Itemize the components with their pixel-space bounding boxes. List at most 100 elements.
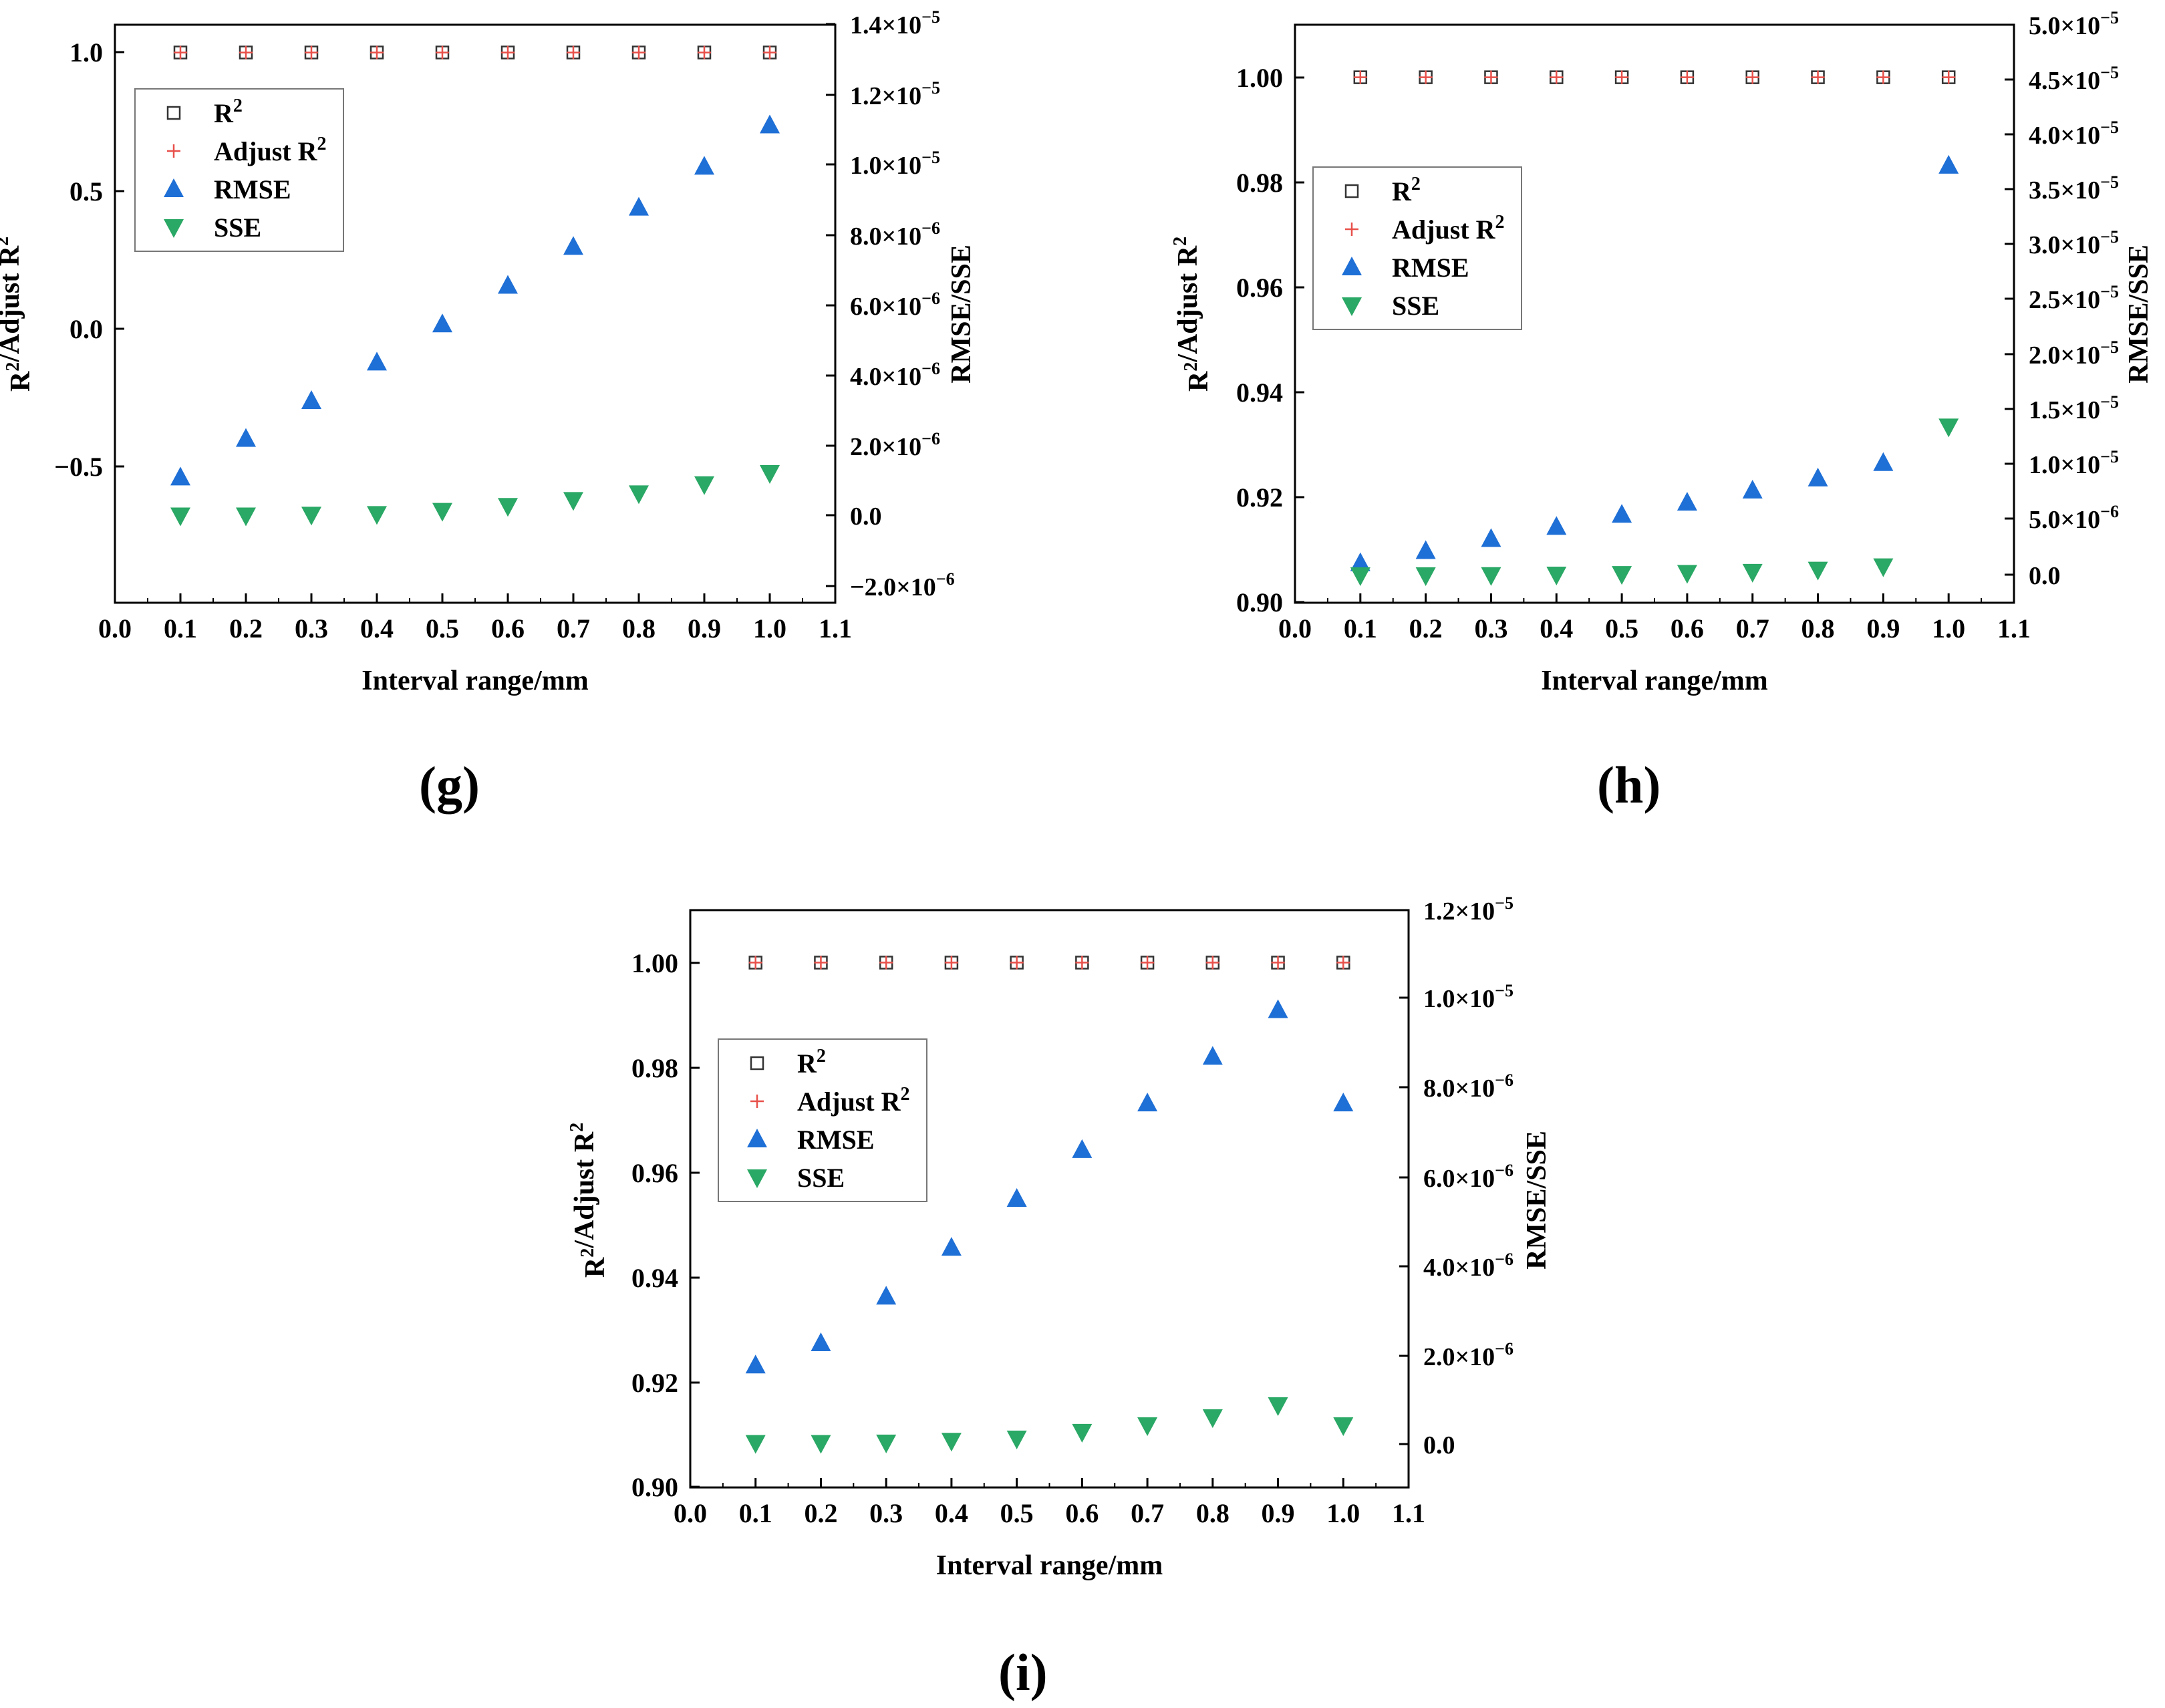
x-tick-label: 0.1 bbox=[164, 613, 197, 644]
y-right-tick-label: 4.0×10−6 bbox=[850, 359, 940, 391]
y-right-tick-label: 1.0×10−5 bbox=[1423, 981, 1513, 1013]
legend-label: Adjust R2 bbox=[797, 1084, 909, 1117]
point-rmse bbox=[1415, 540, 1436, 559]
point-adjust-r2 bbox=[305, 45, 318, 59]
legend-marker-r2 bbox=[166, 106, 181, 120]
legend-label: RMSE bbox=[1392, 253, 1469, 283]
legend-marker-r2 bbox=[750, 1056, 764, 1071]
y-left-tick-label: 0.98 bbox=[1236, 168, 1283, 198]
y-right-tick-label: 3.5×10−5 bbox=[2029, 172, 2119, 204]
legend-marker-adjust-r2 bbox=[167, 144, 180, 158]
x-tick-label: 0.9 bbox=[688, 613, 721, 644]
point-rmse bbox=[432, 313, 452, 333]
x-tick-label: 0.3 bbox=[869, 1498, 903, 1528]
point-adjust-r2 bbox=[879, 956, 893, 970]
point-sse bbox=[1268, 1397, 1288, 1417]
y-right-tick-label: 2.0×10−5 bbox=[2029, 337, 2119, 370]
x-tick-label: 0.6 bbox=[1065, 1498, 1099, 1528]
point-rmse bbox=[1481, 528, 1501, 547]
x-tick-label: 0.2 bbox=[804, 1498, 837, 1528]
y-left-tick-label: 0.94 bbox=[631, 1263, 678, 1293]
x-tick-label: 0.0 bbox=[98, 613, 132, 644]
y-left-tick-label: 0.92 bbox=[1236, 482, 1283, 513]
y-right-tick-label: 6.0×10−6 bbox=[1423, 1161, 1513, 1193]
x-tick-label: 0.8 bbox=[1196, 1498, 1230, 1528]
point-rmse bbox=[236, 428, 256, 447]
series-rmse bbox=[1350, 154, 1959, 571]
y-right-tick-label: 1.0×10−5 bbox=[850, 148, 940, 180]
panel-label-g: (g) bbox=[419, 756, 480, 814]
y-right-tick-label: 6.0×10−6 bbox=[850, 289, 940, 321]
legend-marker-sse bbox=[1342, 297, 1362, 316]
point-sse bbox=[1938, 418, 1959, 438]
point-sse bbox=[745, 1435, 766, 1454]
point-rmse bbox=[1742, 479, 1763, 499]
y-left-tick-label: 0.90 bbox=[631, 1472, 678, 1502]
panel-label-i: (i) bbox=[998, 1643, 1048, 1701]
y-right-tick-label: 1.2×10−5 bbox=[1423, 893, 1513, 926]
legend-label: SSE bbox=[797, 1163, 845, 1193]
point-adjust-r2 bbox=[1942, 70, 1956, 84]
y-right-tick-label: 0.0 bbox=[1423, 1431, 1455, 1459]
point-sse bbox=[811, 1435, 831, 1454]
y-left-tick-label: 0.96 bbox=[1236, 273, 1283, 303]
x-tick-label: 0.6 bbox=[491, 613, 525, 644]
x-tick-label: 0.8 bbox=[622, 613, 656, 644]
y-left-tick-label: 0.90 bbox=[1236, 587, 1283, 617]
series-adjust-r2 bbox=[748, 956, 1350, 970]
legend-marker-sse bbox=[164, 219, 184, 238]
y-right-tick-label: 8.0×10−6 bbox=[1423, 1071, 1513, 1103]
y-right-tick-label: 4.5×10−5 bbox=[2029, 63, 2119, 95]
y-right-tick-label: 1.5×10−5 bbox=[2029, 392, 2119, 424]
y-right-tick-label: 4.0×10−5 bbox=[2029, 118, 2119, 150]
point-sse bbox=[1350, 567, 1370, 586]
y-left-tick-label: 0.94 bbox=[1236, 378, 1283, 408]
x-tick-label: 0.4 bbox=[935, 1498, 968, 1528]
y-right-tick-label: 3.0×10−5 bbox=[2029, 227, 2119, 259]
x-tick-label: 0.2 bbox=[1409, 613, 1443, 644]
point-rmse bbox=[1612, 504, 1632, 523]
point-sse bbox=[760, 465, 780, 484]
x-tick-label: 1.1 bbox=[1997, 613, 2031, 644]
point-rmse bbox=[811, 1332, 831, 1351]
x-tick-label: 0.5 bbox=[1000, 1498, 1034, 1528]
point-sse bbox=[1808, 561, 1828, 581]
point-rmse bbox=[745, 1355, 766, 1374]
series-sse bbox=[745, 1397, 1354, 1454]
y-left-axis-label: R2/Adjust R2 bbox=[0, 237, 36, 392]
series-sse bbox=[1350, 418, 1959, 586]
point-sse bbox=[876, 1434, 897, 1453]
x-tick-label: 0.9 bbox=[1262, 1498, 1295, 1528]
point-adjust-r2 bbox=[1010, 956, 1024, 970]
legend-marker-r2 bbox=[1344, 184, 1359, 198]
x-tick-label: 1.0 bbox=[1932, 613, 1965, 644]
point-rmse bbox=[1677, 492, 1697, 511]
y-right-tick-label: 1.0×10−5 bbox=[2029, 447, 2119, 479]
point-rmse bbox=[876, 1286, 897, 1305]
series-adjust-r2 bbox=[1353, 70, 1956, 84]
series-adjust-r2 bbox=[174, 45, 776, 59]
point-adjust-r2 bbox=[567, 45, 580, 59]
y-right-tick-label: 2.0×10−6 bbox=[1423, 1339, 1513, 1371]
x-tick-label: 0.7 bbox=[1131, 1498, 1164, 1528]
x-tick-label: 0.3 bbox=[295, 613, 328, 644]
x-tick-label: 0.1 bbox=[1344, 613, 1377, 644]
point-sse bbox=[629, 485, 649, 505]
point-sse bbox=[563, 492, 583, 511]
y-left-tick-label: 1.00 bbox=[631, 948, 678, 978]
x-axis-label: Interval range/mm bbox=[362, 666, 588, 696]
point-sse bbox=[498, 498, 518, 517]
legend-label: RMSE bbox=[214, 174, 291, 204]
x-tick-label: 1.1 bbox=[819, 613, 852, 644]
point-sse bbox=[1546, 566, 1567, 585]
point-adjust-r2 bbox=[814, 956, 828, 970]
x-tick-label: 0.6 bbox=[1671, 613, 1704, 644]
x-tick-label: 1.0 bbox=[753, 613, 786, 644]
x-tick-label: 1.0 bbox=[1326, 1498, 1360, 1528]
legend-label: Adjust R2 bbox=[214, 134, 326, 166]
x-tick-label: 0.7 bbox=[1736, 613, 1769, 644]
point-rmse bbox=[1546, 516, 1567, 535]
point-rmse bbox=[563, 236, 583, 255]
